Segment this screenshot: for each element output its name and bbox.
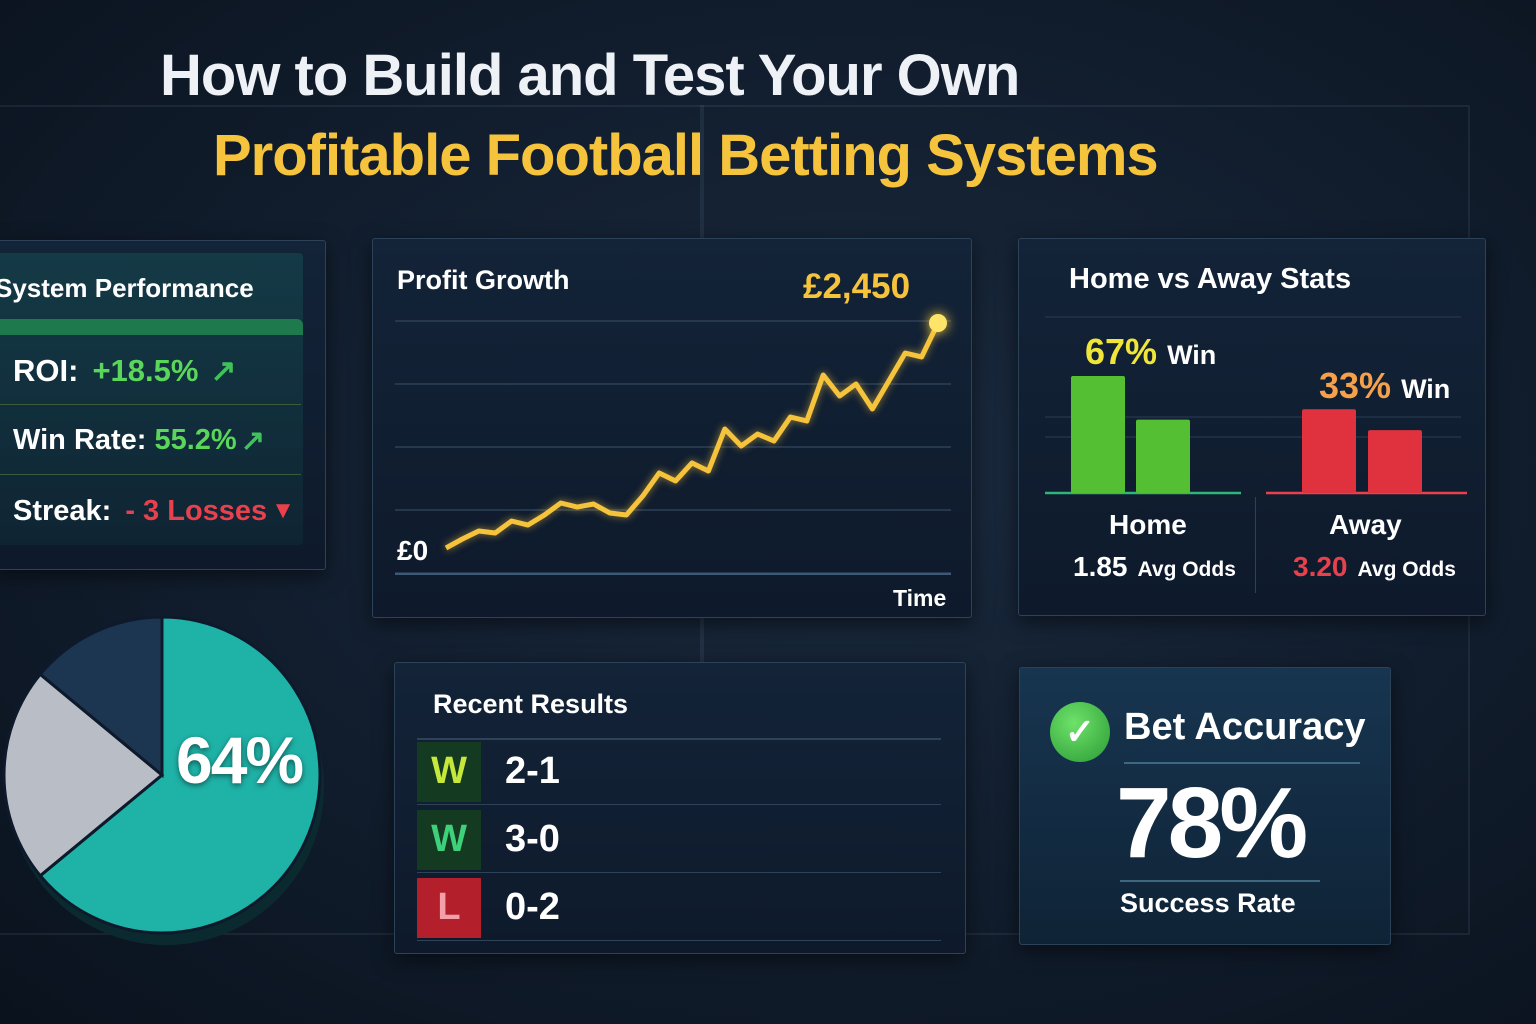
check-circle-icon: ✓: [1050, 702, 1110, 762]
system-performance-panel: System Performance ROI: +18.5% ↗ Win Rat…: [0, 240, 326, 570]
pie-chart: [2, 615, 324, 945]
home-win-pct: 67%: [1085, 331, 1158, 372]
triangle-down-icon: ▼: [271, 497, 295, 524]
home-win-row: 67% Win: [1085, 331, 1216, 373]
arrow-up-right-icon: ↗: [240, 425, 266, 457]
result-badge: L: [417, 877, 481, 938]
profit-line: [444, 321, 941, 551]
away-win-row: 33% Win: [1319, 365, 1450, 407]
away-win-pct: 33%: [1319, 365, 1392, 406]
profit-end-value: £2,450: [803, 267, 911, 306]
away-win-label: Win: [1401, 374, 1451, 404]
home-away-bar-chart: [1045, 316, 1467, 495]
pie-slice: [2, 672, 165, 878]
pie-label: 64%: [176, 723, 304, 797]
accuracy-title: Bet Accuracy: [1124, 706, 1366, 748]
streak-label: Streak:: [13, 494, 112, 527]
x-axis-label: Time: [893, 585, 947, 611]
away-odds: 3.20: [1293, 551, 1348, 582]
result-score: 2-1: [505, 750, 560, 792]
roi-value: +18.5%: [92, 352, 199, 388]
home-odds-row: 1.85 Avg Odds: [1073, 551, 1236, 583]
home-bar: [1136, 419, 1190, 493]
arrow-up-right-icon: ↗: [210, 352, 237, 388]
bet-accuracy-panel: ✓ Bet Accuracy 78% Success Rate: [1019, 667, 1391, 945]
away-odds-label: Avg Odds: [1357, 558, 1456, 581]
home-win-label: Win: [1167, 340, 1217, 370]
pie-slice: [38, 615, 164, 779]
win-rate-value: 55.2%: [154, 424, 237, 456]
home-label: Home: [1109, 509, 1187, 540]
title-line2: Profitable Football Betting Systems: [213, 123, 1159, 188]
accuracy-value: 78%: [1116, 767, 1308, 879]
profit-title: Profit Growth: [397, 265, 570, 295]
result-row: W 3-0: [417, 807, 941, 873]
home-odds: 1.85: [1073, 551, 1128, 582]
away-label: Away: [1329, 509, 1402, 540]
result-row: W 2-1: [417, 739, 941, 805]
roi-label: ROI:: [13, 352, 79, 388]
away-bar: [1368, 430, 1422, 493]
pie-slice: [38, 615, 322, 935]
home-bar: [1071, 376, 1125, 493]
roi-row: ROI: +18.5% ↗: [0, 337, 301, 405]
home-away-panel: Home vs Away Stats 67% Win 33% Win Home …: [1018, 238, 1486, 616]
profit-start-value: £0: [397, 535, 429, 566]
home-odds-label: Avg Odds: [1137, 558, 1236, 581]
title-line1: How to Build and Test Your Own: [160, 43, 1020, 108]
result-row: L 0-2: [417, 875, 941, 941]
win-rate-row: Win Rate: 55.2% ↗: [0, 407, 301, 475]
profit-growth-panel: Profit Growth £2,450 £0 Time: [372, 238, 972, 618]
end-point: [929, 314, 947, 332]
profit-line-chart: [395, 314, 951, 575]
streak-value: - 3 Losses: [125, 494, 268, 527]
result-score: 0-2: [505, 886, 560, 928]
away-bar: [1302, 409, 1356, 493]
home-away-title: Home vs Away Stats: [1069, 263, 1352, 295]
streak-row: Streak: - 3 Losses ▼: [0, 477, 301, 545]
performance-title: System Performance: [0, 273, 254, 303]
result-badge: W: [417, 741, 481, 802]
accuracy-caption: Success Rate: [1120, 888, 1296, 918]
recent-title: Recent Results: [433, 689, 629, 719]
win-rate-label: Win Rate:: [13, 424, 147, 456]
result-badge: W: [417, 809, 481, 870]
away-odds-row: 3.20 Avg Odds: [1293, 551, 1456, 583]
result-score: 3-0: [505, 818, 560, 860]
recent-results-panel: Recent Results W 2-1 W 3-0 L 0-2: [394, 662, 966, 954]
